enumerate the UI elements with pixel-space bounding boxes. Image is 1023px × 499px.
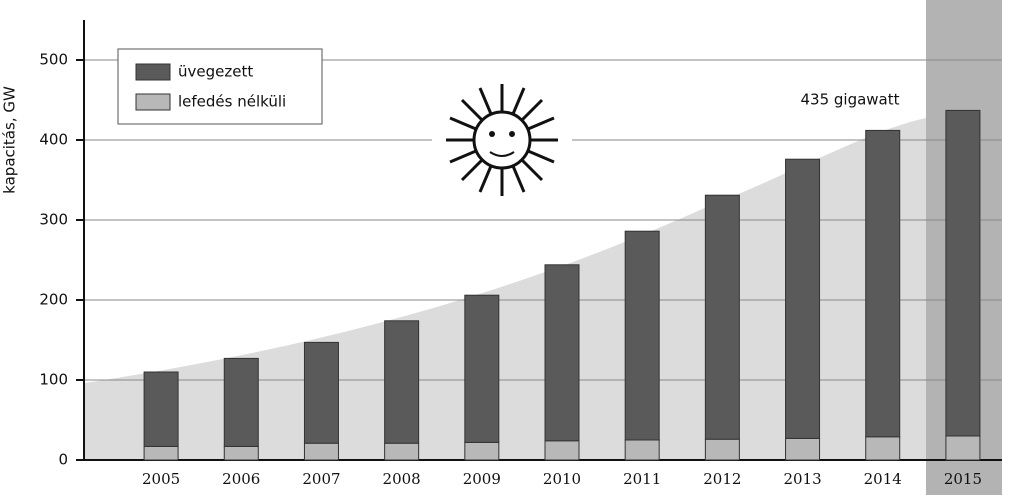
bar-segment xyxy=(624,439,660,461)
bar-segment xyxy=(544,440,580,461)
legend-swatch xyxy=(135,63,171,81)
y-axis-label: kapacitás, GW xyxy=(1,86,19,194)
bar-segment xyxy=(384,442,420,461)
bar-segment xyxy=(223,357,259,447)
x-tick-label: 2013 xyxy=(783,470,821,488)
x-tick-label: 2009 xyxy=(463,470,501,488)
x-tick-label: 2015 xyxy=(944,470,982,488)
bar-segment xyxy=(464,294,500,443)
bar-segment xyxy=(624,230,660,441)
x-tick-label: 2006 xyxy=(222,470,260,488)
sun-mouth xyxy=(489,151,515,157)
bar-segment xyxy=(303,341,339,444)
x-tick-label: 2007 xyxy=(302,470,340,488)
bar-segment xyxy=(945,109,981,437)
legend-swatch xyxy=(135,93,171,111)
y-tick-label: 100 xyxy=(39,371,68,389)
bar-segment xyxy=(384,320,420,444)
x-tick-label: 2012 xyxy=(703,470,741,488)
bar-segment xyxy=(865,129,901,438)
x-tick-label: 2010 xyxy=(543,470,581,488)
bar-segment xyxy=(865,436,901,461)
y-tick-label: 400 xyxy=(39,131,68,149)
x-tick-label: 2011 xyxy=(623,470,661,488)
bar-segment xyxy=(945,435,981,461)
bar-segment xyxy=(704,438,740,461)
bar-segment xyxy=(143,371,179,447)
legend xyxy=(117,48,323,125)
bar-segment xyxy=(223,445,259,461)
bar-segment xyxy=(704,194,740,440)
bar-segment xyxy=(143,445,179,461)
legend-label: üvegezett xyxy=(178,63,253,81)
sun xyxy=(432,78,572,202)
bar-segment xyxy=(464,441,500,461)
sun-eye xyxy=(489,131,495,137)
x-tick-label: 2005 xyxy=(142,470,180,488)
x-tick-label: 2014 xyxy=(864,470,902,488)
annotation: 435 gigawatt xyxy=(800,91,899,109)
bar-segment xyxy=(303,442,339,461)
y-tick-label: 200 xyxy=(39,291,68,309)
x-tick-label: 2008 xyxy=(383,470,421,488)
sun-eye xyxy=(509,131,515,137)
y-tick-label: 0 xyxy=(58,451,68,469)
bar-segment xyxy=(785,437,821,461)
y-tick-label: 500 xyxy=(39,51,68,69)
bar-segment xyxy=(785,158,821,439)
bar-segment xyxy=(544,264,580,442)
legend-label: lefedés nélküli xyxy=(178,93,286,111)
sun-face xyxy=(472,110,532,170)
y-tick-label: 300 xyxy=(39,211,68,229)
